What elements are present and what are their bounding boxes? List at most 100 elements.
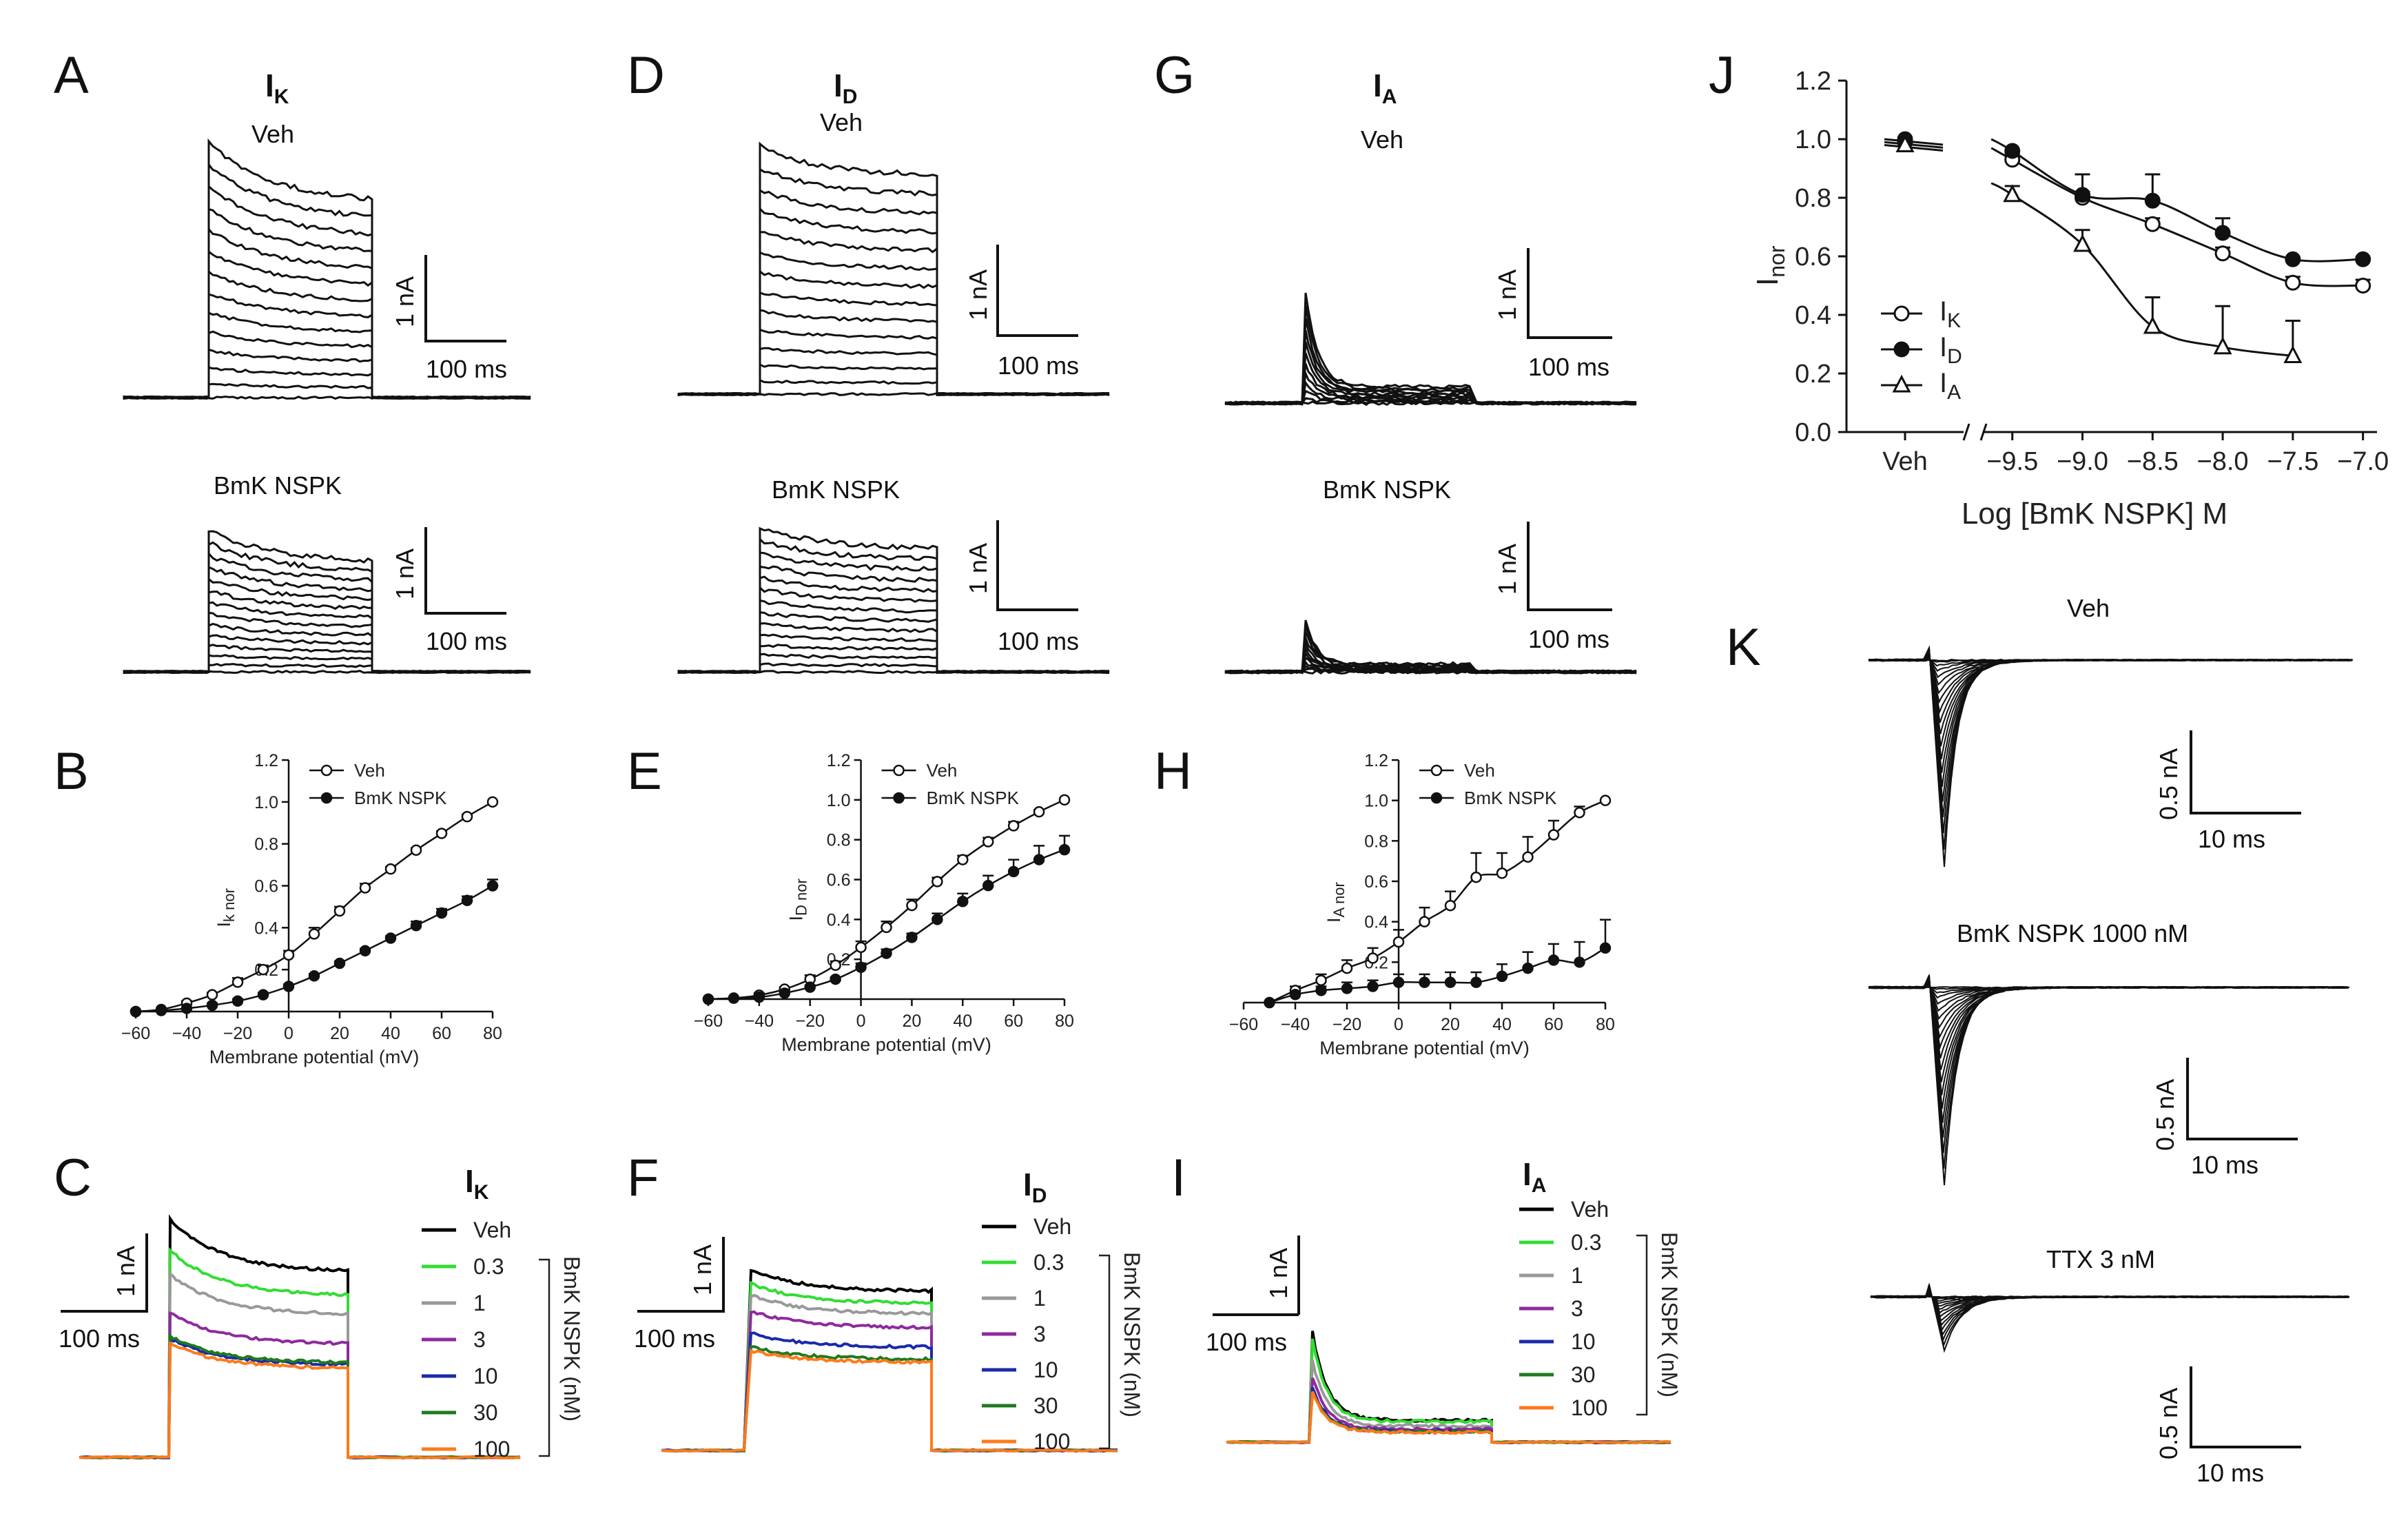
panel-label-b: B [54,742,89,801]
fit-curve [1990,138,2363,263]
title-ik: IK [265,68,289,108]
x-tick-label: −9.5 [1986,447,2038,476]
cond-bmk-ik: BmK NSPK [214,471,342,500]
y-tick-label: 0.6 [254,877,278,896]
scalebar-time-label: 10 ms [2196,1459,2264,1487]
data-point [461,894,473,907]
scalebar-time-label: 100 ms [59,1324,140,1353]
data-point [1470,976,1482,988]
data-point [333,957,346,970]
scalebar-current-label: 0.5 nA [2154,1388,2183,1459]
legend-label: 0.3 [1571,1230,1601,1255]
legend-label: 1 [1571,1263,1583,1288]
data-point [779,987,791,999]
scalebar-current-label: 0.5 nA [2154,748,2183,820]
data-point [1892,374,1911,393]
legend-title-ik: IK [465,1163,489,1204]
legend-label: 10 [1033,1357,1058,1382]
data-point [1341,962,1353,974]
data-point [728,992,740,1004]
data-point [1315,974,1327,986]
x-tick-label: 20 [330,1024,349,1043]
scalebar-current-label: 1 nA [1264,1248,1293,1299]
trace-sweep [1870,1291,2347,1307]
scalebar-a-bmk: 1 nA 100 ms [391,527,507,655]
data-point [2075,187,2090,203]
trace-100 [79,1341,521,1460]
scalebar-k-ttx: 0.5 nA 10 ms [2154,1366,2301,1487]
y-axis-label: IA nor [1324,882,1348,923]
legend-label: 1 [1033,1286,1046,1311]
trace-sweep [1868,654,2352,704]
data-point [1430,792,1443,804]
scalebar-k-veh: 0.5 nA 10 ms [2154,730,2301,853]
data-point [2214,245,2231,262]
x-tick-label: 40 [953,1012,972,1031]
data-point [982,836,994,848]
trace-sweep [123,530,531,675]
legend-label: Veh [927,760,958,781]
data-point [1033,854,1045,865]
y-tick-label: 1.0 [254,793,278,812]
x-tick-label: −9.0 [2057,447,2108,476]
data-point [855,941,867,954]
scalebar-current-label: 1 nA [391,548,419,599]
legend-label: Veh [473,1218,511,1242]
x-tick-label: −8.0 [2197,447,2249,476]
trace-sweep [1868,652,2353,735]
data-point [206,989,218,1001]
data-point [181,1003,193,1014]
data-point [830,959,841,972]
data-point [1444,899,1457,912]
trace-family-id-bmk [677,526,1110,675]
legend-label: BmK NSPK [354,788,447,808]
legend-label: 3 [473,1327,486,1352]
x-axis-label: Membrane potential (mV) [209,1047,420,1067]
data-point [410,920,422,932]
cond-ttx-k: TTX 3 nM [2046,1245,2155,1273]
x-tick-label: 20 [903,1012,922,1031]
y-tick-label: 0.6 [1795,243,1831,271]
x-tick-label: 80 [483,1024,502,1043]
y-tick-label: 1.0 [1795,125,1831,154]
data-point [1430,764,1443,777]
cond-veh-k: Veh [2067,594,2110,622]
trace-sweep [1224,292,1637,406]
data-point [702,993,714,1005]
trace-sweep [677,575,1110,674]
data-point [1599,942,1612,954]
panel-label-e: E [627,742,662,801]
data-point [461,810,473,823]
data-point [486,796,499,808]
x-tick-label: 0 [1394,1015,1403,1034]
trace-100 [1226,1391,1671,1445]
scalebar-time-label: 100 ms [426,355,507,383]
scalebar-i: 1 nA 100 ms [1206,1235,1300,1356]
data-point [359,945,371,957]
trace-3 [79,1311,521,1460]
data-point [1392,976,1405,988]
x-tick-label: 80 [1055,1012,1074,1031]
data-point [257,963,269,976]
data-point [2144,216,2161,232]
y-tick-label: 0.8 [1795,184,1831,213]
data-point [2003,184,2022,203]
data-point [1599,794,1612,806]
data-point [231,976,244,988]
y-tick-label: 0.4 [1795,301,1831,330]
data-point [282,949,295,961]
data-point [2285,251,2301,267]
trace-sweep [1868,645,2353,868]
y-tick-label: 0.8 [254,835,278,854]
trace-10 [79,1336,521,1460]
panel-label-j: J [1709,46,1735,105]
trace-family-id-veh [677,141,1110,397]
y-axis-label: Ik nor [214,888,238,927]
x-tick-label: −20 [796,1012,825,1031]
legend-group-label: BmK NSPK (nM) [559,1256,584,1422]
scalebar-time-label: 100 ms [998,627,1079,655]
data-point [2214,225,2231,241]
data-point [1547,954,1560,966]
x-tick-label: −60 [694,1012,723,1031]
legend-bracket [1099,1254,1111,1450]
